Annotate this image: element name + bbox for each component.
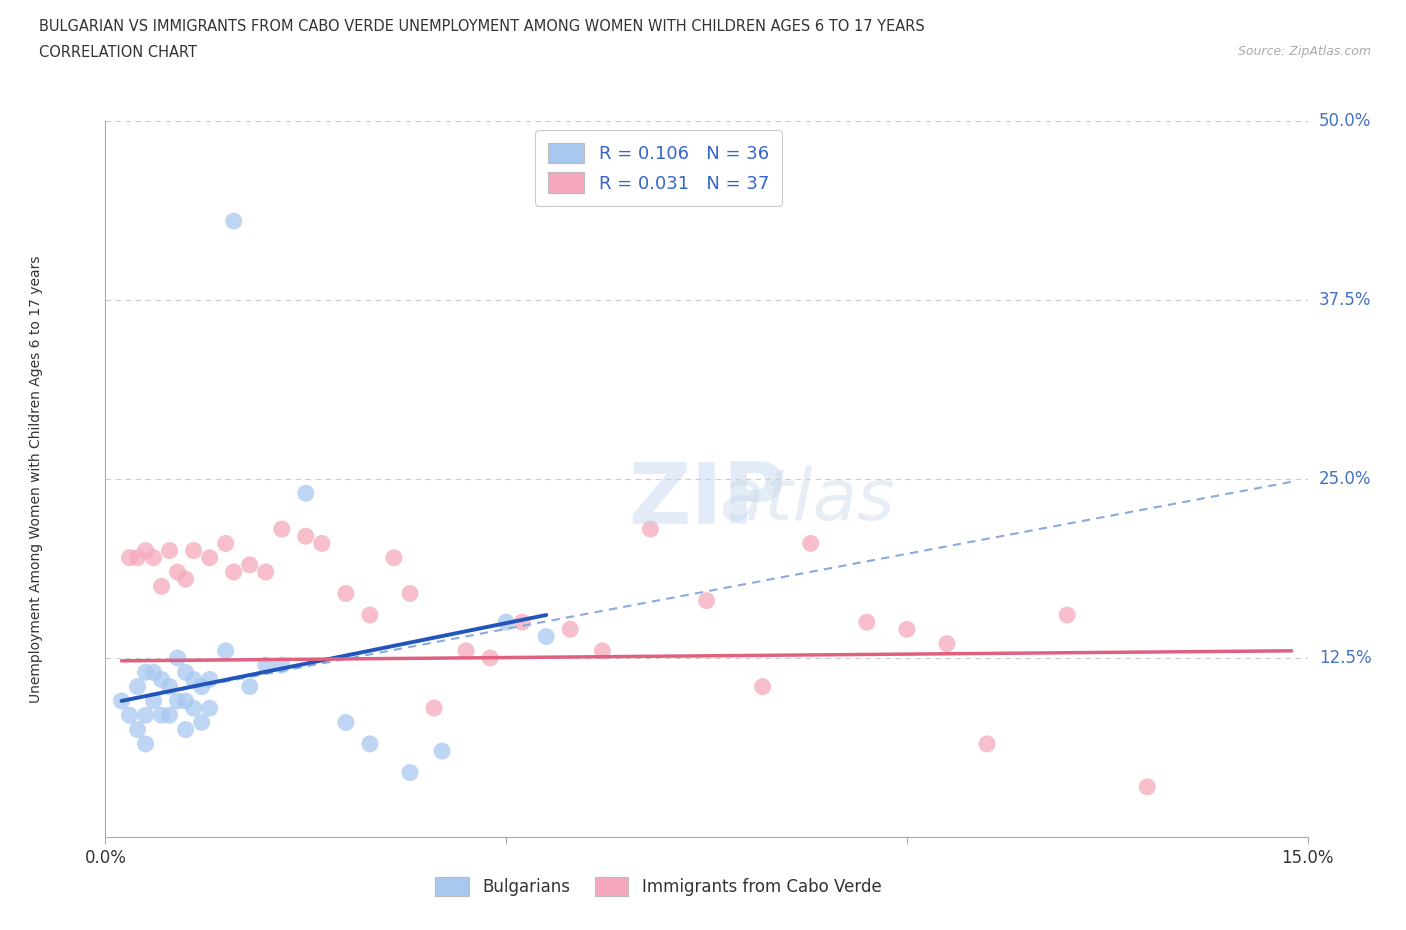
Point bbox=[135, 665, 157, 680]
Point bbox=[640, 522, 662, 537]
Point bbox=[214, 644, 236, 658]
Point bbox=[311, 536, 333, 551]
Point bbox=[166, 565, 188, 579]
Text: 12.5%: 12.5% bbox=[1319, 649, 1371, 667]
Point bbox=[896, 622, 918, 637]
Point bbox=[254, 565, 277, 579]
Point bbox=[127, 722, 149, 737]
Point bbox=[295, 485, 318, 500]
Point bbox=[166, 694, 188, 709]
Text: CORRELATION CHART: CORRELATION CHART bbox=[39, 45, 197, 60]
Text: 50.0%: 50.0% bbox=[1319, 112, 1371, 130]
Point bbox=[127, 679, 149, 694]
Point bbox=[198, 672, 221, 687]
Point bbox=[335, 715, 357, 730]
Point bbox=[855, 615, 877, 630]
Point bbox=[751, 679, 773, 694]
Point bbox=[1136, 779, 1159, 794]
Point bbox=[239, 557, 262, 572]
Point bbox=[198, 700, 221, 715]
Point bbox=[135, 543, 157, 558]
Point bbox=[183, 700, 205, 715]
Point bbox=[127, 551, 149, 565]
Point bbox=[1056, 607, 1078, 622]
Point bbox=[174, 694, 197, 709]
Point bbox=[198, 551, 221, 565]
Point bbox=[222, 214, 245, 229]
Point bbox=[359, 737, 381, 751]
Text: ZIP: ZIP bbox=[628, 458, 786, 542]
Point bbox=[150, 672, 173, 687]
Point bbox=[135, 737, 157, 751]
Point bbox=[142, 665, 165, 680]
Point bbox=[110, 694, 132, 709]
Point bbox=[510, 615, 533, 630]
Point bbox=[495, 615, 517, 630]
Point bbox=[359, 607, 381, 622]
Text: BULGARIAN VS IMMIGRANTS FROM CABO VERDE UNEMPLOYMENT AMONG WOMEN WITH CHILDREN A: BULGARIAN VS IMMIGRANTS FROM CABO VERDE … bbox=[39, 19, 925, 33]
Point bbox=[174, 665, 197, 680]
Point bbox=[430, 744, 453, 759]
Point bbox=[591, 644, 613, 658]
Point bbox=[936, 636, 959, 651]
Point bbox=[399, 765, 422, 780]
Point bbox=[183, 543, 205, 558]
Text: 25.0%: 25.0% bbox=[1319, 470, 1371, 488]
Point bbox=[174, 572, 197, 587]
Point bbox=[270, 522, 292, 537]
Text: Unemployment Among Women with Children Ages 6 to 17 years: Unemployment Among Women with Children A… bbox=[28, 255, 42, 703]
Point bbox=[214, 536, 236, 551]
Point bbox=[183, 672, 205, 687]
Point bbox=[190, 679, 212, 694]
Point bbox=[118, 551, 141, 565]
Point bbox=[222, 565, 245, 579]
Point bbox=[479, 651, 502, 666]
Point bbox=[382, 551, 405, 565]
Point bbox=[150, 708, 173, 723]
Point bbox=[270, 658, 292, 672]
Point bbox=[800, 536, 823, 551]
Legend: Bulgarians, Immigrants from Cabo Verde: Bulgarians, Immigrants from Cabo Verde bbox=[423, 865, 893, 908]
Point bbox=[159, 708, 181, 723]
Point bbox=[142, 551, 165, 565]
Point bbox=[159, 543, 181, 558]
Text: 37.5%: 37.5% bbox=[1319, 291, 1371, 309]
Point bbox=[423, 700, 446, 715]
Point bbox=[190, 715, 212, 730]
Point bbox=[534, 629, 557, 644]
Text: atlas: atlas bbox=[628, 466, 896, 535]
Point bbox=[150, 578, 173, 594]
Point bbox=[174, 722, 197, 737]
Point bbox=[239, 679, 262, 694]
Point bbox=[254, 658, 277, 672]
Point bbox=[696, 593, 718, 608]
Point bbox=[399, 586, 422, 601]
Point bbox=[135, 708, 157, 723]
Text: Source: ZipAtlas.com: Source: ZipAtlas.com bbox=[1237, 45, 1371, 58]
Point bbox=[142, 694, 165, 709]
Point bbox=[560, 622, 582, 637]
Point bbox=[118, 708, 141, 723]
Point bbox=[335, 586, 357, 601]
Point bbox=[976, 737, 998, 751]
Point bbox=[159, 679, 181, 694]
Point bbox=[166, 651, 188, 666]
Point bbox=[454, 644, 477, 658]
Point bbox=[295, 529, 318, 544]
